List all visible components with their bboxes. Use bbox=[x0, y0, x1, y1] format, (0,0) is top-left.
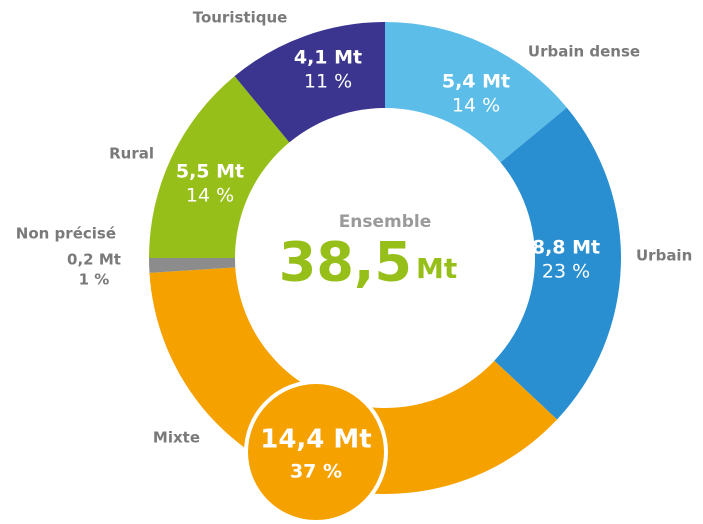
donut-segment bbox=[149, 258, 238, 273]
percent-label: 14 % bbox=[452, 95, 500, 117]
category-label: Rural bbox=[109, 145, 154, 163]
donut-segment bbox=[385, 22, 567, 164]
category-label: Urbain bbox=[636, 247, 692, 265]
value-label: 5,5 Mt bbox=[176, 161, 244, 183]
donut-segment bbox=[492, 107, 621, 420]
category-label: Non précisé bbox=[16, 225, 116, 243]
center-label: Ensemble bbox=[339, 212, 432, 232]
center-total: 38,5 bbox=[279, 231, 412, 294]
value-label: 8,8 Mt bbox=[532, 237, 600, 259]
percent-label: 23 % bbox=[542, 261, 590, 283]
value-label: 4,1 Mt bbox=[294, 47, 362, 69]
donut-segment bbox=[149, 76, 291, 258]
value-label: 5,4 Mt bbox=[442, 71, 510, 93]
percent-label: 11 % bbox=[304, 71, 352, 93]
value-label: 14,4 Mt bbox=[260, 425, 372, 455]
category-label: Mixte bbox=[153, 429, 200, 447]
value-label: 0,2 Mt bbox=[67, 251, 121, 269]
category-label: Urbain dense bbox=[528, 43, 640, 61]
percent-label: 1 % bbox=[79, 271, 110, 289]
donut-hole bbox=[235, 108, 535, 408]
percent-label: 14 % bbox=[186, 185, 234, 207]
callout-circle bbox=[244, 380, 388, 524]
category-label: Touristique bbox=[193, 9, 288, 27]
center-unit: Mt bbox=[416, 252, 457, 285]
percent-label: 37 % bbox=[290, 461, 342, 483]
